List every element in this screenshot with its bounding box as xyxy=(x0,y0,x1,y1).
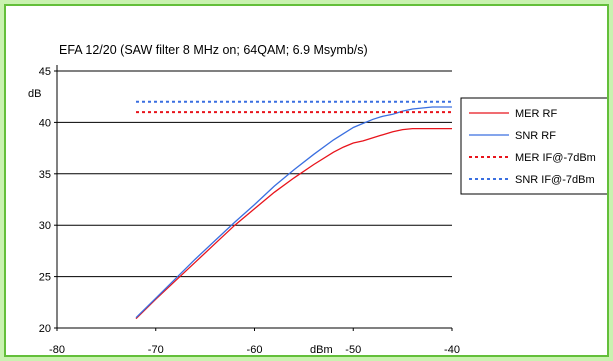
y-tick-label-30: 30 xyxy=(39,220,51,232)
legend-box xyxy=(460,97,607,195)
y-tick-label-20: 20 xyxy=(39,323,51,335)
legend: MER RF SNR RF MER IF@-7dBm SNR IF@-7dBm xyxy=(460,97,607,195)
x-tick-label-2: -70 xyxy=(148,344,164,355)
legend-label-2: SNR RF xyxy=(515,130,556,142)
legend-label-3: MER IF@-7dBm xyxy=(515,152,596,164)
chart-title: EFA 12/20 (SAW filter 8 MHz on; 64QAM; 6… xyxy=(59,43,368,57)
legend-label-1: MER RF xyxy=(515,108,557,120)
y-tick-label-40: 40 xyxy=(39,117,51,129)
series-layer xyxy=(135,100,452,320)
y-tick-label-25: 25 xyxy=(39,272,51,284)
x-tick-label-4: -50 xyxy=(345,344,361,355)
series-line-2 xyxy=(135,106,452,319)
chart-frame: EFA 12/20 (SAW filter 8 MHz on; 64QAM; 6… xyxy=(4,4,609,357)
x-tick-label-3: -60 xyxy=(247,344,263,355)
y-tick-label-45: 45 xyxy=(39,66,51,78)
legend-label-4: SNR IF@-7dBm xyxy=(515,174,595,186)
grid-layer xyxy=(57,70,452,278)
y-axis-label: dB xyxy=(28,88,41,100)
x-tick-label-1: -80 xyxy=(49,344,65,355)
chart-canvas: EFA 12/20 (SAW filter 8 MHz on; 64QAM; 6… xyxy=(28,43,607,355)
series-line-1 xyxy=(135,127,452,320)
x-axis-label: dBm xyxy=(310,344,333,355)
axis-layer: 20 25 30 35 40 45 -80 -70 -60 -50 -40 xyxy=(39,65,460,355)
x-tick-label-5: -40 xyxy=(444,344,460,355)
y-tick-label-35: 35 xyxy=(39,169,51,181)
